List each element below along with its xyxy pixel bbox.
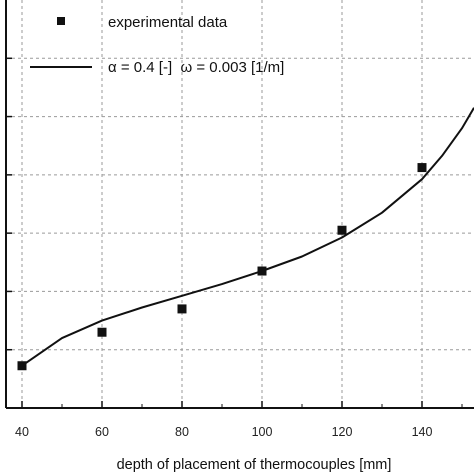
data-point-100	[257, 266, 267, 276]
data-point-140	[417, 163, 427, 173]
x-tick-label-40: 40	[15, 425, 29, 439]
legend: experimental data α = 0.4 [-] ω = 0.003 …	[30, 14, 284, 76]
grid	[6, 0, 474, 408]
x-tick-label-80: 80	[175, 425, 189, 439]
data-point-120	[337, 225, 347, 235]
x-tick-label-120: 120	[332, 425, 353, 439]
x-axis-title: depth of placement of thermocouples [mm]	[117, 457, 392, 473]
data-point-40	[17, 361, 27, 371]
x-tick-label-60: 60	[95, 425, 109, 439]
model-curve-layer	[21, 107, 474, 367]
data-point-80	[177, 304, 187, 314]
data-point-60	[97, 327, 107, 337]
axes: 40 60 80 100 120 140	[5, 0, 474, 439]
legend-label-model: α = 0.4 [-] ω = 0.003 [1/m]	[108, 59, 284, 76]
x-tick-label-140: 140	[412, 425, 433, 439]
x-tick-label-100: 100	[252, 425, 273, 439]
legend-label-experimental: experimental data	[108, 14, 228, 31]
experimental-points-layer	[17, 163, 427, 371]
model-curve	[21, 107, 474, 367]
legend-marker-experimental	[57, 17, 65, 25]
